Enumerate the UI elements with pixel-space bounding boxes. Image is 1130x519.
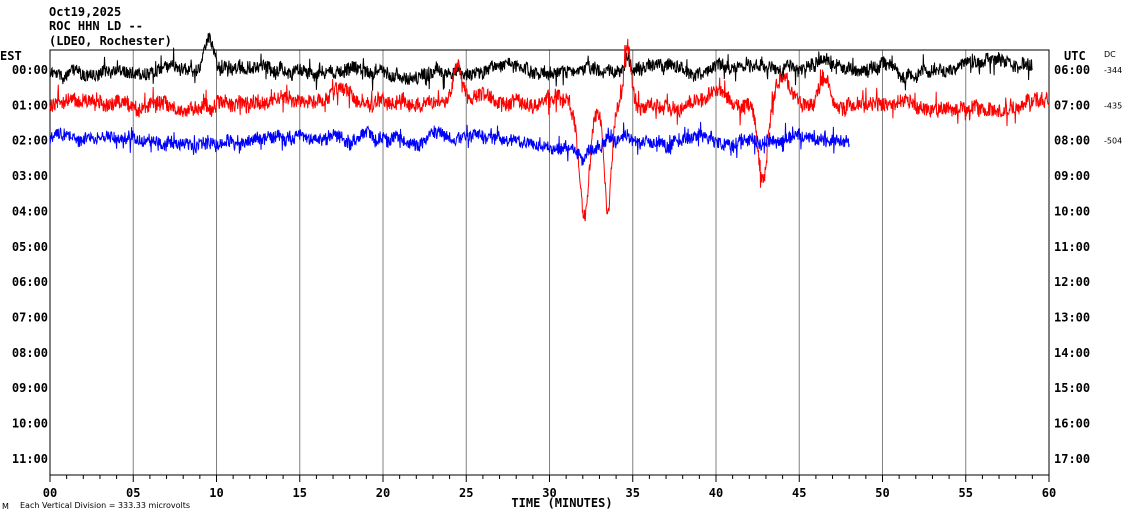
left-time-label: 09:00 — [12, 381, 48, 395]
right-time-label: 13:00 — [1054, 310, 1090, 324]
right-time-label: 17:00 — [1054, 452, 1090, 466]
scale-note: Each Vertical Division = 333.33 microvol… — [20, 501, 190, 510]
x-tick-label: 60 — [1042, 486, 1056, 500]
left-time-label: 02:00 — [12, 134, 48, 148]
chart-title-date: Oct19,2025 — [49, 5, 121, 19]
right-time-label: 07:00 — [1054, 98, 1090, 112]
chart-title-station: ROC HHN LD -- — [49, 19, 143, 33]
right-time-label: 16:00 — [1054, 417, 1090, 431]
right-time-label: 15:00 — [1054, 381, 1090, 395]
seismic-trace — [49, 121, 850, 166]
footer-mark: M — [2, 502, 9, 511]
dc-offset-label: -504 — [1104, 137, 1122, 146]
grid-lines — [132, 50, 967, 475]
chart-title-network: (LDEO, Rochester) — [49, 34, 172, 48]
left-time-label: 04:00 — [12, 204, 48, 218]
left-time-label: 00:00 — [12, 63, 48, 77]
left-time-label: 06:00 — [12, 275, 48, 289]
seismic-trace — [49, 38, 1050, 222]
dc-title: DC — [1104, 50, 1116, 59]
left-time-label: 07:00 — [12, 310, 48, 324]
seismic-trace — [49, 32, 1033, 91]
left-time-label: 11:00 — [12, 452, 48, 466]
right-time-label: 12:00 — [1054, 275, 1090, 289]
right-time-label: 09:00 — [1054, 169, 1090, 183]
x-tick-label: 25 — [459, 486, 473, 500]
x-tick-label: 10 — [209, 486, 223, 500]
left-time-label: 05:00 — [12, 240, 48, 254]
right-time-label: 11:00 — [1054, 240, 1090, 254]
right-time-label: 08:00 — [1054, 134, 1090, 148]
left-time-label: 08:00 — [12, 346, 48, 360]
x-tick-label: 15 — [293, 486, 307, 500]
left-time-label: 03:00 — [12, 169, 48, 183]
right-time-label: 14:00 — [1054, 346, 1090, 360]
dc-offset-label: -344 — [1104, 66, 1122, 75]
x-tick-label: 40 — [709, 486, 723, 500]
x-tick-label: 20 — [376, 486, 390, 500]
right-time-label: 06:00 — [1054, 63, 1090, 77]
x-tick-label: 05 — [126, 486, 140, 500]
dc-offset-label: -435 — [1104, 101, 1122, 110]
right-axis-title: UTC — [1064, 49, 1086, 63]
x-tick-label: 45 — [792, 486, 806, 500]
x-axis-label: TIME (MINUTES) — [511, 496, 612, 510]
left-axis-title: EST — [0, 49, 22, 63]
right-time-label: 10:00 — [1054, 204, 1090, 218]
x-tick-label: 00 — [43, 486, 57, 500]
x-tick-label: 30 — [542, 486, 556, 500]
x-tick-label: 55 — [959, 486, 973, 500]
left-time-label: 10:00 — [12, 417, 48, 431]
x-tick-label: 35 — [626, 486, 640, 500]
x-tick-label: 50 — [875, 486, 889, 500]
left-time-label: 01:00 — [12, 98, 48, 112]
